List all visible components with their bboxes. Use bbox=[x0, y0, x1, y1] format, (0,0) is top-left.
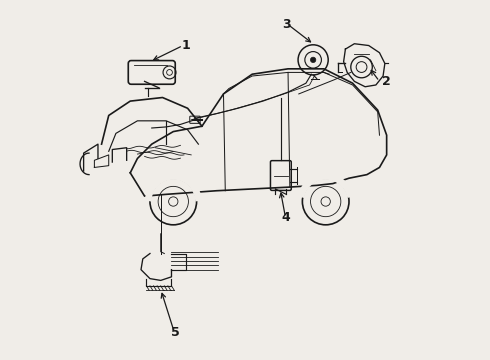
Text: 5: 5 bbox=[171, 326, 179, 339]
Text: 1: 1 bbox=[181, 39, 190, 52]
Circle shape bbox=[311, 57, 316, 63]
Text: 2: 2 bbox=[382, 75, 391, 88]
Text: 4: 4 bbox=[282, 211, 291, 224]
Text: 3: 3 bbox=[282, 18, 291, 31]
